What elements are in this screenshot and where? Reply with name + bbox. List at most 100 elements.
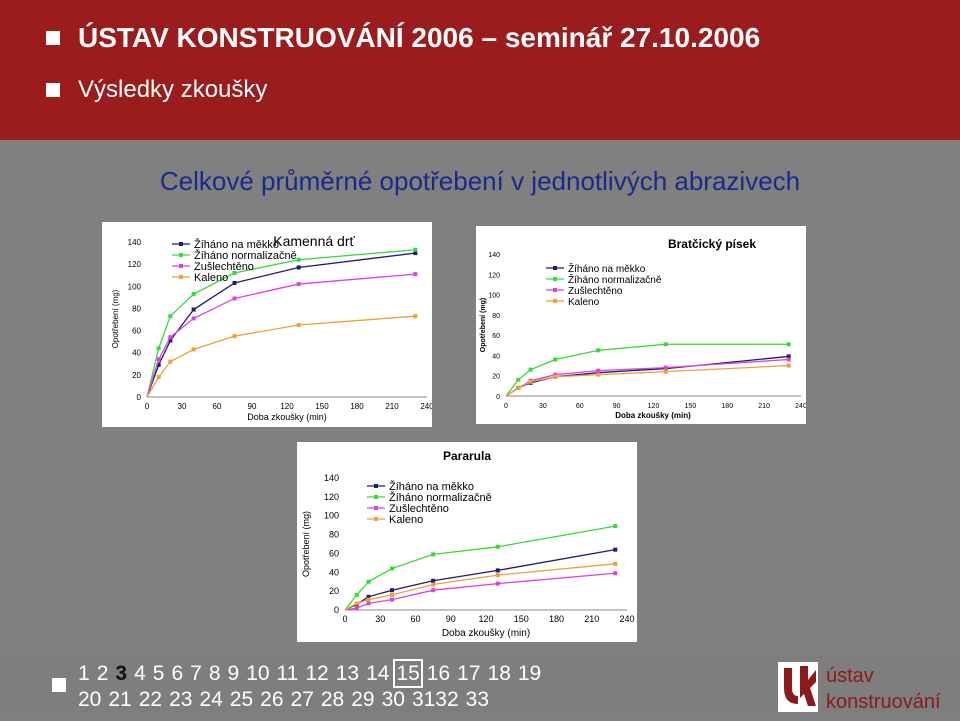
legend-label: Zušlechtěno — [389, 503, 449, 515]
nav-slide-link[interactable]: 3132 — [411, 688, 459, 711]
x-tick-label: 60 — [576, 403, 584, 410]
x-tick-label: 150 — [315, 402, 329, 411]
legend-label: Kaleno — [194, 272, 228, 284]
data-point — [596, 372, 601, 377]
nav-slide-link[interactable]: 5 — [152, 662, 165, 685]
y-tick-label: 0 — [496, 394, 500, 401]
chart-title: Kamenná drť — [273, 233, 355, 249]
nav-slide-link[interactable]: 20 — [78, 688, 102, 711]
nav-slide-link[interactable]: 27 — [290, 688, 314, 711]
y-tick-label: 80 — [492, 313, 500, 320]
data-point — [596, 370, 601, 375]
x-tick-label: 0 — [342, 614, 347, 624]
x-tick-label: 30 — [178, 402, 187, 411]
data-point — [553, 374, 558, 379]
nav-slide-link[interactable]: 19 — [517, 662, 542, 685]
chart-panel-bratcicky-pisek: Bratčický písek 0 20 40 60 80 100 120 140 0 30 60 90… — [476, 226, 807, 424]
y-tick-label: 60 — [492, 333, 500, 340]
data-point — [431, 588, 436, 593]
y-tick-label: 80 — [329, 530, 339, 540]
x-tick-label: 210 — [584, 614, 599, 624]
data-point — [528, 367, 533, 372]
data-point — [296, 265, 301, 270]
data-point — [296, 282, 301, 287]
nav-slide-link[interactable]: 6 — [171, 662, 184, 685]
nav-slide-link[interactable]: 28 — [320, 688, 345, 711]
legend-marker — [179, 264, 183, 268]
y-tick-label: 60 — [329, 548, 339, 558]
data-point — [156, 375, 161, 380]
x-tick-label: 210 — [758, 403, 770, 410]
nav-slide-link[interactable]: 18 — [487, 662, 511, 685]
y-tick-label: 120 — [128, 260, 142, 269]
header-title-text: ÚSTAV KONSTRUOVÁNÍ 2006 – seminář 27.10.… — [78, 22, 761, 53]
logo-mark-u — [784, 668, 798, 704]
y-tick-label: 100 — [324, 511, 339, 521]
data-point — [431, 582, 436, 587]
data-point — [413, 247, 418, 252]
data-point — [232, 296, 237, 301]
series-line — [344, 563, 616, 611]
nav-slide-link[interactable]: 7 — [190, 662, 202, 685]
legend-marker — [553, 266, 557, 270]
x-tick-label: 90 — [613, 403, 621, 410]
nav-slide-link[interactable]: 33 — [465, 688, 490, 711]
data-point — [786, 354, 791, 359]
data-point — [168, 359, 173, 364]
nav-slide-link[interactable]: 10 — [246, 662, 270, 685]
nav-slide-link[interactable]: 25 — [229, 688, 254, 711]
data-point — [366, 597, 371, 602]
nav-slide-link[interactable]: 22 — [138, 688, 163, 711]
legend-marker — [553, 288, 557, 292]
x-tick-label: 180 — [350, 402, 364, 411]
slide-subtitle: Celkové průměrné opotřebení v jednotlivý… — [159, 166, 801, 196]
nav-slide-link[interactable]: 26 — [260, 688, 284, 711]
nav-slide-link[interactable]: 15 — [393, 659, 423, 688]
nav-slide-link[interactable]: 23 — [169, 688, 193, 711]
x-tick-label: 30 — [539, 403, 547, 410]
nav-slide-link[interactable]: 17 — [457, 662, 481, 685]
nav-slide-link[interactable]: 16 — [426, 662, 451, 685]
nav-slide-link[interactable]: 9 — [227, 662, 240, 685]
logo-text-line2: konstruování — [826, 691, 941, 713]
legend-marker — [374, 484, 378, 488]
legend-label: Žíháno na měkko — [389, 480, 474, 493]
nav-slide-link[interactable]: 8 — [208, 662, 221, 685]
data-point — [613, 524, 618, 529]
y-tick-label: 120 — [324, 492, 339, 502]
chart-bratcicky-pisek: Bratčický písek 0 20 40 60 80 100 120 140 0 30 60 90… — [480, 237, 807, 420]
y-tick-label: 40 — [132, 349, 141, 358]
x-tick-label: 60 — [410, 614, 420, 624]
nav-slide-link[interactable]: 4 — [134, 662, 146, 685]
header-subtitle-text: Výsledky zkoušky — [78, 76, 268, 103]
data-point — [613, 561, 618, 566]
nav-slide-link[interactable]: 30 — [381, 688, 405, 711]
x-tick-label: 30 — [375, 614, 385, 624]
data-point — [495, 573, 500, 578]
legend-marker — [374, 495, 378, 499]
chart-panel-pararula: Pararula 0 20 40 60 80 100 120 140 0 30 60 90 120 150 1… — [297, 442, 637, 642]
nav-slide-link[interactable]: 24 — [199, 688, 223, 711]
data-point — [613, 571, 618, 576]
nav-slide-link[interactable]: 1 — [78, 662, 90, 685]
nav-slide-link[interactable]: 14 — [366, 662, 390, 685]
nav-slide-link[interactable]: 12 — [305, 662, 329, 685]
y-tick-label: 140 — [488, 252, 500, 259]
nav-slide-link[interactable]: 13 — [335, 662, 360, 685]
legend-marker — [374, 506, 378, 510]
y-axis-label: Opotřebení (mg) — [111, 289, 120, 348]
nav-slide-link[interactable]: 21 — [108, 688, 132, 711]
nav-slide-link[interactable]: 29 — [351, 688, 375, 711]
nav-slide-link[interactable]: 3 — [115, 662, 128, 685]
legend-label: Žíháno normalizačně — [194, 249, 297, 262]
data-point — [413, 251, 418, 256]
data-point — [390, 588, 394, 593]
legend-marker — [179, 275, 183, 279]
x-tick-label: 150 — [514, 614, 529, 624]
nav-slide-link[interactable]: 2 — [96, 662, 109, 685]
y-tick-label: 140 — [324, 473, 339, 483]
nav-slide-link[interactable]: 11 — [276, 662, 299, 685]
slide-header: ÚSTAV KONSTRUOVÁNÍ 2006 – seminář 27.10.… — [0, 0, 960, 140]
data-point — [413, 314, 418, 319]
x-tick-label: 120 — [648, 403, 660, 410]
